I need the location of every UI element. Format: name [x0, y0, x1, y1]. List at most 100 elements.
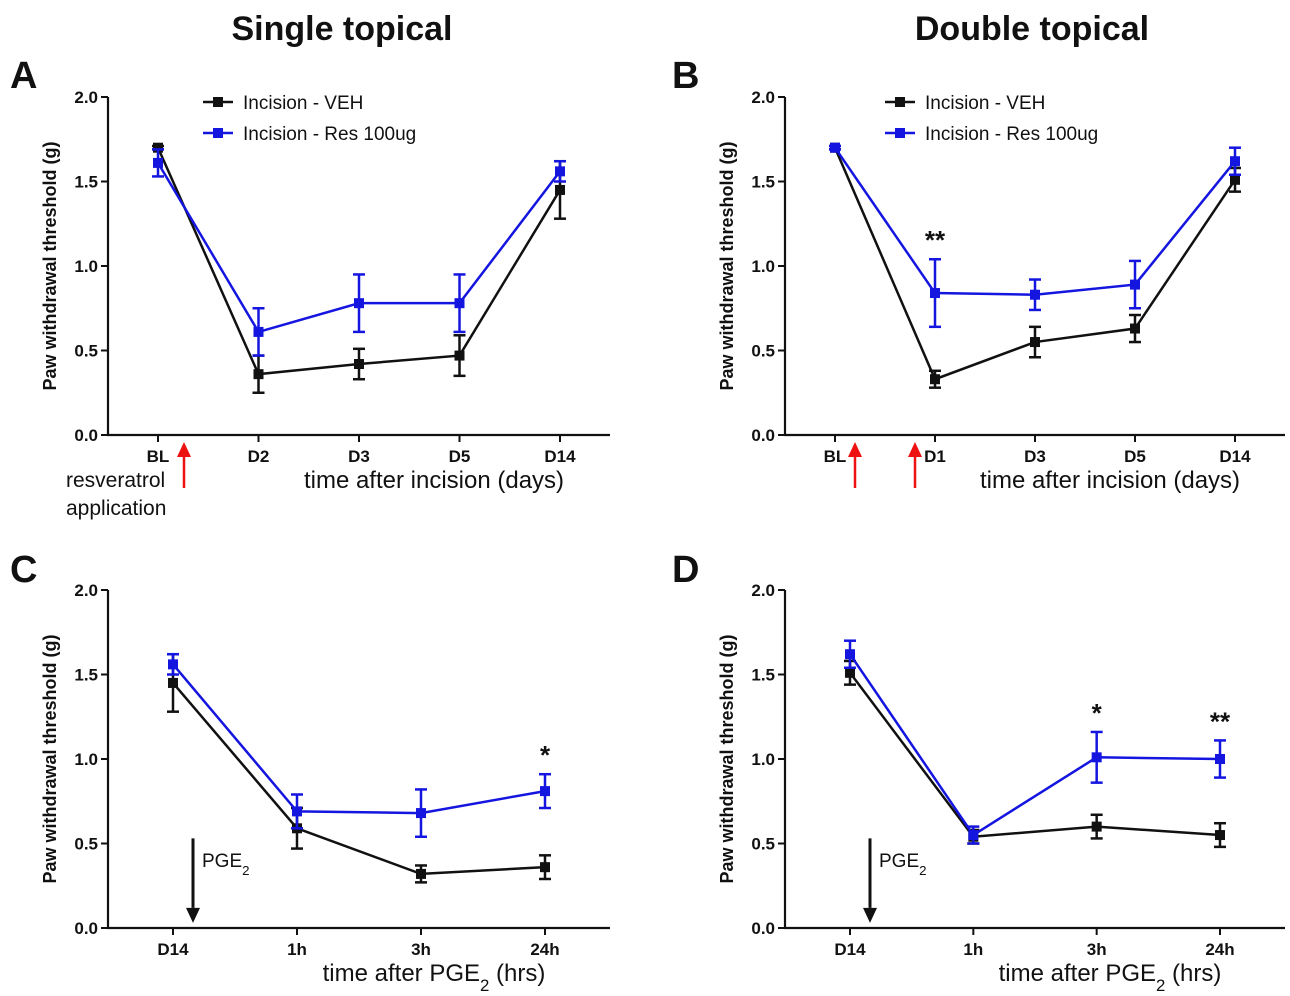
y-tick-label: 1.0 [751, 750, 775, 769]
x-tick-label: 24h [1205, 940, 1234, 959]
y-tick-label: 1.5 [74, 173, 98, 192]
series-res-a [152, 148, 566, 357]
y-tick-label: 2.0 [751, 581, 775, 600]
annotation-line-2: application [66, 497, 166, 520]
data-point [168, 659, 178, 670]
x-tick-label: 24h [530, 940, 559, 959]
x-axis-label-b: time after incision (days) [980, 467, 1240, 494]
data-point [253, 369, 264, 380]
red-arrow-1-head [848, 442, 862, 457]
series-line [848, 653, 1221, 837]
x-axis-label-d: time after PGE2 (hrs) [999, 960, 1222, 995]
legend-label: Incision - Res 100ug [243, 124, 416, 145]
data-point [1230, 156, 1240, 167]
data-point [1130, 323, 1140, 334]
x-tick-label: D5 [449, 447, 471, 466]
data-point [454, 350, 465, 361]
data-point [1091, 821, 1102, 832]
data-point [1215, 754, 1225, 764]
x-tick-label: D5 [1124, 447, 1146, 466]
x-tick-label: D14 [1219, 447, 1251, 466]
y-tick-label: 1.0 [751, 257, 775, 276]
significance-marker: * [540, 740, 551, 770]
data-point [1215, 830, 1225, 841]
legend-label: Incision - VEH [243, 93, 363, 114]
y-tick-label: 1.5 [751, 173, 775, 192]
x-tick-label: D2 [248, 447, 270, 466]
data-point [1130, 279, 1140, 290]
data-point [845, 649, 855, 660]
series-veh-d [844, 659, 1226, 849]
y-tick-label: 0.0 [751, 426, 775, 445]
data-point [292, 806, 302, 817]
legend-label: Incision - Res 100ug [925, 124, 1098, 145]
series-line [156, 147, 562, 376]
pge-annotation: PGE2 [202, 851, 250, 878]
series-veh-b [829, 142, 1241, 389]
pge-arrow-head [186, 907, 200, 923]
y-tick-label: 1.5 [74, 666, 98, 685]
data-point [930, 288, 940, 299]
y-tick-label: 1.0 [74, 257, 98, 276]
y-axis-label-b: Paw withdrawal threshold (g) [717, 141, 737, 390]
series-line [833, 146, 1236, 296]
x-tick-label: D3 [1024, 447, 1046, 466]
series-res-b [829, 142, 1241, 329]
data-point [253, 326, 264, 337]
x-tick-label: 3h [411, 940, 431, 959]
column-title-double: Double topical [915, 10, 1149, 48]
chart-panel-c: C 0.0 0.5 1.0 1.5 2.0 D14 1h 3h 24h Paw withdrawal… [10, 549, 610, 995]
data-point [1030, 337, 1040, 348]
x-axis-label-a: time after incision (days) [304, 467, 564, 494]
red-arrow-2-head [908, 442, 922, 457]
legend-swatch-marker [213, 128, 223, 138]
chart-panel-a: A 0.0 0.5 1.0 1.5 2.0 BL D2 D3 D5 D14 Paw withdrawa… [10, 55, 610, 520]
data-point [1230, 174, 1240, 185]
x-tick-label: D1 [924, 447, 946, 466]
y-tick-label: 1.0 [74, 750, 98, 769]
data-point [1030, 289, 1040, 300]
chart-panel-d: D 0.0 0.5 1.0 1.5 2.0 D14 1h 3h 24h Paw withdrawal… [672, 549, 1285, 995]
data-point [168, 677, 178, 688]
legend-swatch-marker [895, 128, 905, 138]
data-point [153, 142, 163, 153]
series-res-c [167, 652, 551, 838]
data-point [540, 786, 550, 797]
panel-letter-c: C [10, 549, 37, 591]
data-point [416, 808, 426, 819]
data-point [540, 862, 550, 873]
y-tick-label: 0.0 [74, 426, 98, 445]
y-tick-label: 0.5 [751, 342, 775, 361]
legend-swatch-marker [213, 97, 223, 107]
data-point [555, 184, 565, 195]
x-tick-label: D14 [834, 940, 866, 959]
y-tick-label: 0.5 [74, 342, 98, 361]
data-point [968, 830, 979, 841]
data-point [153, 157, 163, 168]
x-tick-label: D3 [348, 447, 370, 466]
red-arrow-head [177, 442, 191, 457]
y-tick-label: 0.0 [74, 919, 98, 938]
x-tick-label: 3h [1087, 940, 1107, 959]
pge-arrow-head [863, 907, 877, 923]
x-tick-label: 1h [963, 940, 983, 959]
data-point [416, 868, 426, 879]
x-axis-label-c: time after PGE2 (hrs) [323, 960, 546, 995]
pge-annotation: PGE2 [879, 851, 927, 878]
y-tick-label: 0.0 [751, 919, 775, 938]
data-point [354, 298, 364, 309]
data-point [1091, 752, 1102, 763]
series-veh-c [167, 652, 551, 884]
column-title-single: Single topical [231, 10, 452, 48]
y-axis-label-d: Paw withdrawal threshold (g) [717, 634, 737, 883]
y-axis-label-a: Paw withdrawal threshold (g) [40, 141, 60, 390]
x-tick-label: D14 [157, 940, 189, 959]
y-tick-label: 2.0 [74, 581, 98, 600]
panel-letter-d: D [672, 549, 699, 591]
y-axis-label-c: Paw withdrawal threshold (g) [40, 634, 60, 883]
y-tick-label: 2.0 [74, 88, 98, 107]
data-point [845, 667, 855, 678]
annotation-line-1: resveratrol [66, 469, 165, 492]
panel-letter-b: B [672, 55, 699, 97]
